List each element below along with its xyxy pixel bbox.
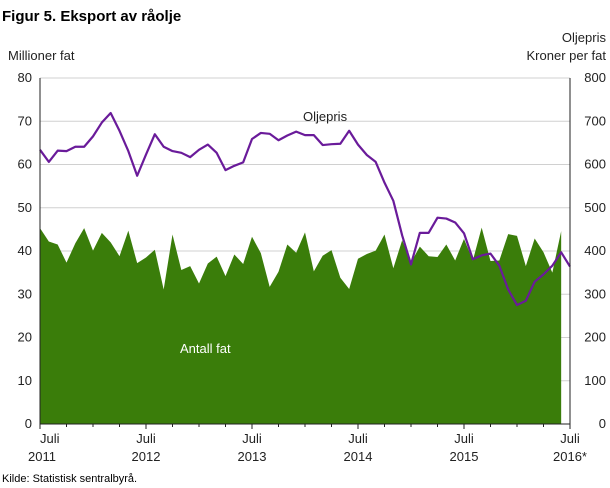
right-tick-label: 0	[599, 416, 606, 431]
oljepris-annotation: Oljepris	[303, 109, 348, 124]
figure-title: Figur 5. Eksport av råolje	[2, 8, 181, 25]
x-tick-year: 2013	[238, 449, 267, 464]
source-note: Kilde: Statistisk sentralbyrå.	[2, 473, 137, 485]
x-tick-year: 2016*	[553, 449, 587, 464]
area-series-group	[40, 227, 562, 424]
x-tick-year: 2015	[450, 449, 479, 464]
right-tick-label: 600	[584, 157, 606, 172]
right-axis-label-line2: Kroner per fat	[527, 48, 607, 63]
right-tick-label: 500	[584, 200, 606, 215]
x-tick-month: Juli	[136, 431, 156, 446]
x-tick-month: Juli	[348, 431, 368, 446]
right-axis-label-line1: Oljepris	[562, 30, 607, 45]
left-tick-label: 0	[25, 416, 32, 431]
oljepris-line	[39, 111, 571, 307]
left-tick-label: 50	[18, 200, 32, 215]
tick-labels: 0102030405060708001002003004005006007008…	[18, 70, 606, 464]
right-tick-label: 200	[584, 330, 606, 345]
left-tick-label: 10	[18, 373, 32, 388]
left-tick-label: 80	[18, 70, 32, 85]
antall-fat-area	[40, 227, 562, 424]
right-tick-label: 300	[584, 286, 606, 301]
axes	[39, 78, 571, 429]
right-tick-label: 700	[584, 113, 606, 128]
x-tick-year: 2014	[344, 449, 373, 464]
right-tick-label: 800	[584, 70, 606, 85]
left-tick-label: 70	[18, 113, 32, 128]
x-tick-month: Juli	[454, 431, 474, 446]
left-tick-label: 60	[18, 157, 32, 172]
left-axis-label: Millioner fat	[8, 48, 75, 63]
x-tick-month: Juli	[40, 431, 60, 446]
line-series-group	[39, 111, 571, 307]
right-tick-label: 100	[584, 373, 606, 388]
left-tick-label: 30	[18, 286, 32, 301]
x-tick-month: Juli	[560, 431, 580, 446]
left-tick-label: 40	[18, 243, 32, 258]
left-tick-label: 20	[18, 330, 32, 345]
right-tick-label: 400	[584, 243, 606, 258]
antall-fat-annotation: Antall fat	[180, 341, 231, 356]
x-tick-year: 2011	[28, 449, 56, 464]
x-tick-month: Juli	[242, 431, 262, 446]
x-tick-year: 2012	[132, 449, 161, 464]
